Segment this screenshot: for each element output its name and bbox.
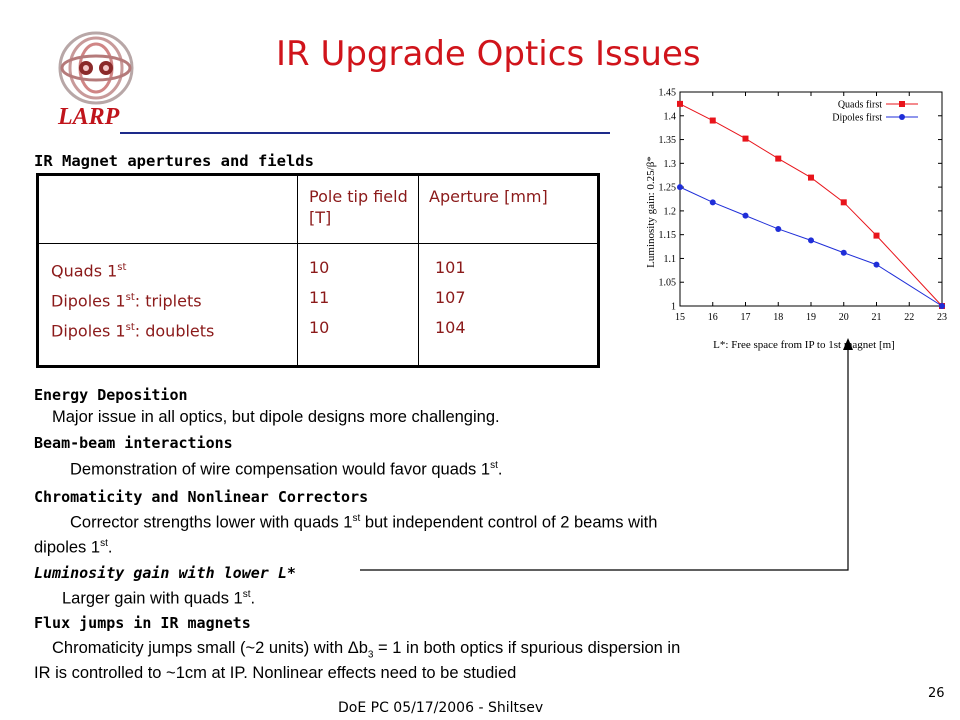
luminosity-gain-chart: 15 16 17 18 19 20 21 22 23 1 1.05 1.1 1.15 1.2 1.25 1.3… — [645, 88, 948, 352]
luminosity-gain-body: Larger gain with quads 1st. — [62, 589, 256, 608]
chart-y-axis-label: Luminosity gain: 0.25/β* — [645, 156, 657, 268]
beam-beam-body: Demonstration of wire compensation would… — [70, 460, 503, 479]
table-header-divider — [39, 243, 597, 244]
table-cell-field: 10 — [309, 258, 330, 277]
x-tick-label: 17 — [741, 312, 751, 323]
larp-logo-text: LARP — [58, 104, 120, 130]
flux-jumps-body-line2: IR is controlled to ~1cm at IP. Nonlinea… — [34, 664, 517, 682]
header-aperture: Aperture [mm] — [429, 187, 548, 206]
chart-tick-labels: 15 16 17 18 19 20 21 22 23 1 1.05 1.1 1.15 1.2 1.25 1.3… — [659, 88, 948, 324]
data-point-dipoles-first — [808, 237, 814, 244]
flux-jumps-body-line1: Chromaticity jumps small (~2 units) with… — [52, 639, 681, 661]
data-point-dipoles-first — [840, 249, 847, 256]
series-line-quads-first — [679, 103, 943, 307]
data-point-dipoles-first — [677, 184, 683, 191]
x-tick-label: 21 — [872, 312, 882, 323]
y-tick-label: 1.45 — [659, 88, 677, 99]
table-column-divider — [297, 176, 298, 365]
data-point-dipoles-first — [775, 225, 782, 232]
data-point-dipoles-first — [709, 199, 716, 206]
energy-deposition-heading: Energy Deposition — [34, 386, 188, 404]
x-tick-label: 23 — [937, 312, 947, 323]
data-point-quads-first — [677, 100, 683, 107]
y-tick-label: 1.2 — [664, 206, 677, 217]
x-tick-label: 19 — [806, 312, 816, 323]
data-point-dipoles-first — [742, 212, 749, 219]
header-pole-tip-field: Pole tip field [T] — [309, 187, 408, 227]
y-tick-label: 1.15 — [659, 230, 677, 241]
legend-marker — [899, 114, 905, 120]
table-row-name: Dipoles 1st: triplets — [51, 291, 202, 311]
lhc-logo-icon — [58, 31, 134, 105]
table-cell-field: 10 — [309, 318, 330, 337]
y-tick-label: 1 — [671, 302, 676, 313]
pole-tip-field-column: 10 11 10 — [309, 253, 329, 343]
aperture-column: 101 107 104 — [435, 253, 466, 343]
chromaticity-body-line2: dipoles 1st. — [34, 538, 113, 557]
title-divider — [120, 132, 610, 134]
table-column-divider — [418, 176, 419, 365]
data-point-quads-first — [873, 232, 880, 239]
x-tick-label: 22 — [904, 312, 914, 323]
table-row-name: Dipoles 1st: doublets — [51, 321, 215, 341]
data-point-dipoles-first — [939, 303, 945, 309]
energy-deposition-body: Major issue in all optics, but dipole de… — [52, 408, 500, 426]
table-heading: IR Magnet apertures and fields — [34, 152, 314, 170]
table-row-name: Quads 1st — [51, 261, 127, 281]
beam-beam-heading: Beam-beam interactions — [34, 434, 233, 452]
data-point-dipoles-first — [873, 261, 880, 268]
table-cell-aperture: 104 — [435, 318, 466, 337]
chart-legend: Quads first Dipoles first — [832, 100, 918, 124]
table-cell-aperture: 107 — [435, 288, 466, 307]
x-tick-label: 15 — [675, 312, 685, 323]
legend-label: Dipoles first — [832, 113, 882, 124]
chart-x-axis-label: L*: Free space from IP to 1st magnet [m] — [713, 339, 895, 351]
y-tick-label: 1.35 — [659, 135, 677, 146]
x-tick-label: 16 — [708, 312, 718, 323]
data-point-quads-first — [775, 155, 782, 162]
y-tick-label: 1.3 — [664, 159, 677, 170]
chromaticity-body-line1: Corrector strengths lower with quads 1st… — [70, 513, 658, 532]
slide-footer: DoE PC 05/17/2006 - Shiltsev — [338, 700, 544, 716]
chart-series-group — [677, 100, 945, 309]
series-line-dipoles-first — [679, 186, 943, 307]
y-tick-label: 1.1 — [664, 254, 677, 265]
magnet-names-column: Quads 1st Dipoles 1st: triplets Dipoles … — [51, 253, 214, 343]
x-tick-label: 20 — [839, 312, 849, 323]
table-cell-field: 11 — [309, 288, 330, 307]
table-cell-aperture: 101 — [435, 258, 466, 277]
y-tick-label: 1.25 — [659, 183, 677, 194]
slide-title: IR Upgrade Optics Issues — [276, 34, 701, 74]
legend-marker — [899, 101, 905, 107]
y-tick-label: 1.4 — [664, 111, 677, 122]
data-point-quads-first — [709, 117, 716, 124]
data-point-quads-first — [742, 135, 749, 142]
data-point-quads-first — [840, 199, 847, 206]
legend-label: Quads first — [838, 100, 882, 111]
x-tick-label: 18 — [773, 312, 783, 323]
y-tick-label: 1.05 — [659, 278, 677, 289]
flux-jumps-heading: Flux jumps in IR magnets — [34, 614, 251, 632]
magnet-table: Pole tip field [T] Aperture [mm] Quads 1… — [36, 173, 600, 368]
data-point-quads-first — [808, 174, 814, 181]
page-number: 26 — [928, 686, 945, 701]
chromaticity-heading: Chromaticity and Nonlinear Correctors — [34, 488, 369, 506]
luminosity-gain-heading: Luminosity gain with lower L* — [34, 564, 296, 582]
